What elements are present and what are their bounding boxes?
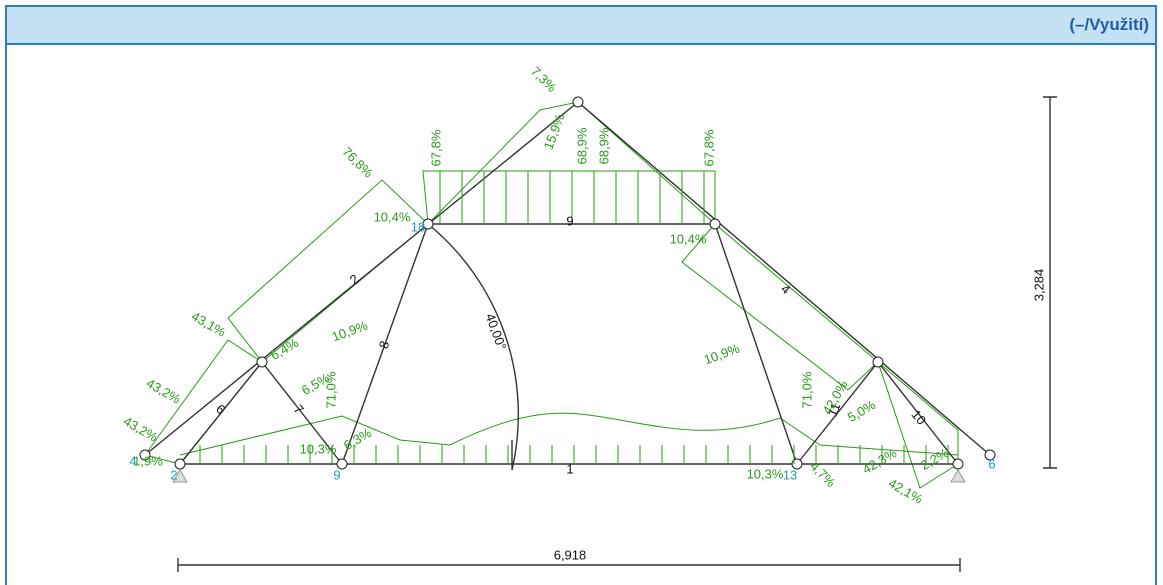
utilization-label: 42,1% bbox=[886, 475, 926, 507]
page: (–/Využití) bbox=[0, 0, 1163, 585]
member-label: 4 bbox=[778, 281, 793, 297]
utilization-label: 1,9% bbox=[133, 453, 163, 468]
joint bbox=[873, 357, 883, 367]
member-label: 1 bbox=[566, 461, 573, 476]
member-label: 6 bbox=[213, 401, 228, 417]
utilization-label: 15,9% bbox=[541, 111, 568, 151]
utilization-label: 7,3% bbox=[528, 63, 560, 95]
joint bbox=[573, 97, 583, 107]
utilization-label: 68,9% bbox=[596, 127, 611, 164]
utilization-label: 68,9% bbox=[574, 127, 589, 164]
node-label: 9 bbox=[333, 467, 340, 482]
utilization-diagrams bbox=[145, 102, 958, 488]
member-label: 10 bbox=[908, 407, 929, 428]
node-label: 13 bbox=[783, 467, 797, 482]
utilization-label: 5,0% bbox=[845, 397, 879, 425]
utilization-label: 10,9% bbox=[330, 318, 370, 345]
utilization-label: 67,8% bbox=[428, 129, 443, 166]
utilization-label: 71,0% bbox=[323, 371, 338, 408]
utilization-label: 10,3% bbox=[300, 441, 337, 456]
member-label: 9 bbox=[566, 213, 573, 228]
joints bbox=[140, 97, 995, 482]
member-label: 7 bbox=[291, 402, 307, 417]
utilization-label: 6,4% bbox=[268, 335, 302, 363]
utilization-label: 6,3% bbox=[341, 425, 375, 453]
utilization-label: 71,0% bbox=[799, 371, 814, 408]
angle-label: 40,00° bbox=[482, 311, 509, 352]
diagram-block bbox=[228, 180, 428, 362]
utilization-label: 76,8% bbox=[339, 144, 376, 181]
utilization-label: 43,2% bbox=[121, 413, 161, 445]
utilization-label: 67,8% bbox=[701, 129, 716, 166]
joint bbox=[953, 459, 963, 469]
support bbox=[951, 470, 965, 482]
node-label: 2 bbox=[170, 467, 177, 482]
dimension-label: 6,918 bbox=[554, 547, 587, 562]
utilization-label: 43,1% bbox=[189, 308, 229, 340]
utilization-label: 10,4% bbox=[670, 231, 707, 246]
dimension-ticks bbox=[178, 97, 1057, 572]
node-label: 18 bbox=[411, 219, 425, 234]
truss-diagram: 6,9183,28440,00°12467891011246913187,3%1… bbox=[0, 0, 1163, 585]
member bbox=[578, 102, 990, 455]
dimension-label: 3,284 bbox=[1031, 269, 1046, 302]
joint bbox=[257, 357, 267, 367]
node-label: 6 bbox=[988, 456, 995, 471]
joint bbox=[710, 219, 720, 229]
utilization-label: 4,7% bbox=[807, 458, 839, 490]
chord-diagram bbox=[180, 413, 958, 455]
utilization-label: 10,3% bbox=[747, 466, 784, 481]
member-label: 8 bbox=[376, 339, 393, 351]
utilization-label: 10,9% bbox=[702, 341, 742, 368]
utilization-label: 43,2% bbox=[144, 375, 184, 407]
utilization-label: 10,4% bbox=[374, 209, 411, 224]
utilization-label: 42,3% bbox=[860, 445, 900, 477]
